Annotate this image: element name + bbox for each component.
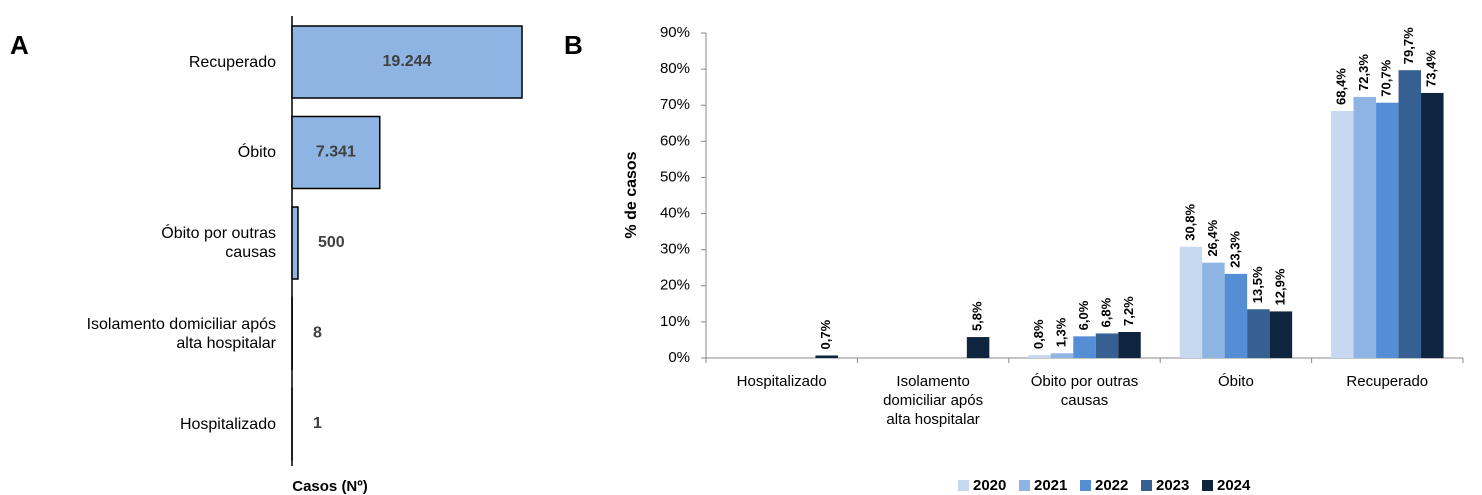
data-label: 68,4% (1334, 68, 1349, 105)
bar (1421, 92, 1444, 358)
data-label: 7,2% (1121, 296, 1136, 326)
y-tick-label: Recuperado (188, 53, 276, 71)
y-tick-label: 80% (660, 60, 690, 77)
data-label: 19.244 (383, 53, 432, 70)
data-label: 7.341 (316, 144, 356, 161)
y-tick-label: Óbito por outras causas (161, 225, 276, 261)
bar (291, 25, 523, 99)
data-label: 1,3% (1053, 317, 1068, 347)
x-tick-label: Recuperado (1346, 373, 1429, 390)
data-label: 5,8% (970, 301, 985, 331)
bar (1073, 336, 1096, 358)
legend-swatch (1080, 480, 1091, 491)
data-label: 73,4% (1424, 50, 1439, 87)
legend-label: 2024 (1217, 477, 1251, 494)
data-label: 6,8% (1098, 297, 1113, 327)
bar (815, 355, 838, 358)
bar (1050, 353, 1074, 358)
x-tick-label: Isolamento domiciliar após alta hospital… (883, 373, 984, 428)
bar (1376, 102, 1399, 358)
data-label: 23,3% (1227, 231, 1242, 268)
bar (1202, 262, 1225, 358)
legend-swatch (958, 480, 969, 491)
data-label: 8 (313, 325, 322, 342)
data-label: 1 (313, 415, 322, 432)
legend-label: 2022 (1095, 477, 1128, 494)
data-label: 13,5% (1250, 266, 1265, 303)
legend-label: 2020 (973, 477, 1006, 494)
y-tick-label: 20% (660, 277, 690, 294)
legend-label: 2021 (1034, 477, 1067, 494)
x-axis-label: Casos (Nº) (292, 478, 368, 495)
bar (1224, 273, 1248, 358)
bar (291, 115, 381, 190)
y-tick-label: 70% (660, 96, 690, 113)
bar (1247, 309, 1270, 358)
bar (1028, 355, 1051, 358)
panel-label: B (564, 30, 583, 60)
legend-swatch (1141, 480, 1152, 491)
y-tick-label: 30% (660, 241, 690, 258)
data-label: 72,3% (1356, 54, 1371, 91)
x-tick-label: Óbito por outras causas (1030, 373, 1139, 409)
data-label: 12,9% (1272, 268, 1287, 305)
y-tick-label: 10% (660, 313, 690, 330)
y-tick-label: 50% (660, 168, 690, 185)
bar (1179, 246, 1203, 358)
bar (291, 206, 299, 280)
bar (1353, 96, 1377, 359)
bar (1095, 333, 1119, 358)
y-tick-label: Hospitalizado (179, 415, 276, 433)
y-tick-label: 40% (660, 205, 690, 222)
legend-swatch (1019, 480, 1030, 491)
bar (966, 337, 990, 358)
y-axis-label: % de casos (623, 151, 640, 238)
data-label: 6,0% (1076, 300, 1091, 330)
legend-label: 2023 (1156, 477, 1189, 494)
data-label: 500 (318, 234, 345, 251)
data-label: 0,8% (1031, 319, 1046, 349)
data-label: 70,7% (1379, 59, 1394, 96)
y-tick-label: Óbito (237, 144, 276, 161)
y-tick-label: Isolamento domiciliar após alta hospital… (86, 315, 276, 352)
bar (1118, 332, 1141, 358)
legend-swatch (1202, 480, 1213, 491)
data-label: 30,8% (1182, 203, 1197, 240)
data-label: 79,7% (1401, 27, 1416, 64)
y-tick-label: 90% (660, 24, 690, 41)
bar (1269, 311, 1293, 358)
panel-label: A (10, 30, 29, 60)
bar (1398, 70, 1422, 358)
bar (1331, 111, 1354, 358)
y-tick-label: 60% (660, 132, 690, 149)
x-tick-label: Óbito (1217, 373, 1254, 390)
data-label: 26,4% (1205, 219, 1220, 256)
y-tick-label: 0% (668, 349, 690, 366)
x-tick-label: Hospitalizado (736, 373, 827, 390)
data-label: 0,7% (818, 319, 833, 349)
